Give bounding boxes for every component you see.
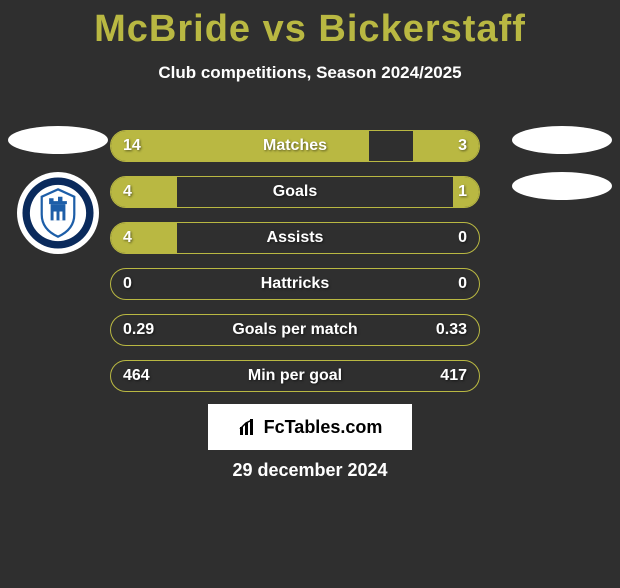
- player-left-photo-placeholder: [8, 126, 108, 154]
- page-title: McBride vs Bickerstaff: [0, 8, 620, 51]
- stat-label: Goals: [111, 177, 479, 208]
- footer-brand-badge: FcTables.com: [208, 404, 412, 450]
- club-badge-left: [17, 172, 99, 254]
- stat-row: 00Hattricks: [110, 268, 480, 300]
- player-right-column: [512, 126, 612, 218]
- stat-label: Min per goal: [111, 361, 479, 392]
- club-badge-right-placeholder: [512, 172, 612, 200]
- stat-label: Assists: [111, 223, 479, 254]
- date-text: 29 december 2024: [0, 460, 620, 481]
- stat-row: 464417Min per goal: [110, 360, 480, 392]
- stat-label: Hattricks: [111, 269, 479, 300]
- player-right-photo-placeholder: [512, 126, 612, 154]
- stat-label: Matches: [111, 131, 479, 162]
- stat-row: 41Goals: [110, 176, 480, 208]
- stat-row: 143Matches: [110, 130, 480, 162]
- stat-row: 0.290.33Goals per match: [110, 314, 480, 346]
- rochdale-badge-icon: [21, 176, 95, 250]
- stat-label: Goals per match: [111, 315, 479, 346]
- stats-bars-container: 143Matches 41Goals 40Assists 00Hattricks 0.2…: [110, 130, 480, 406]
- stat-row: 40Assists: [110, 222, 480, 254]
- player-left-column: [8, 126, 108, 254]
- page-subtitle: Club competitions, Season 2024/2025: [0, 63, 620, 83]
- footer-brand-text: FcTables.com: [264, 417, 383, 438]
- chart-icon: [238, 417, 258, 437]
